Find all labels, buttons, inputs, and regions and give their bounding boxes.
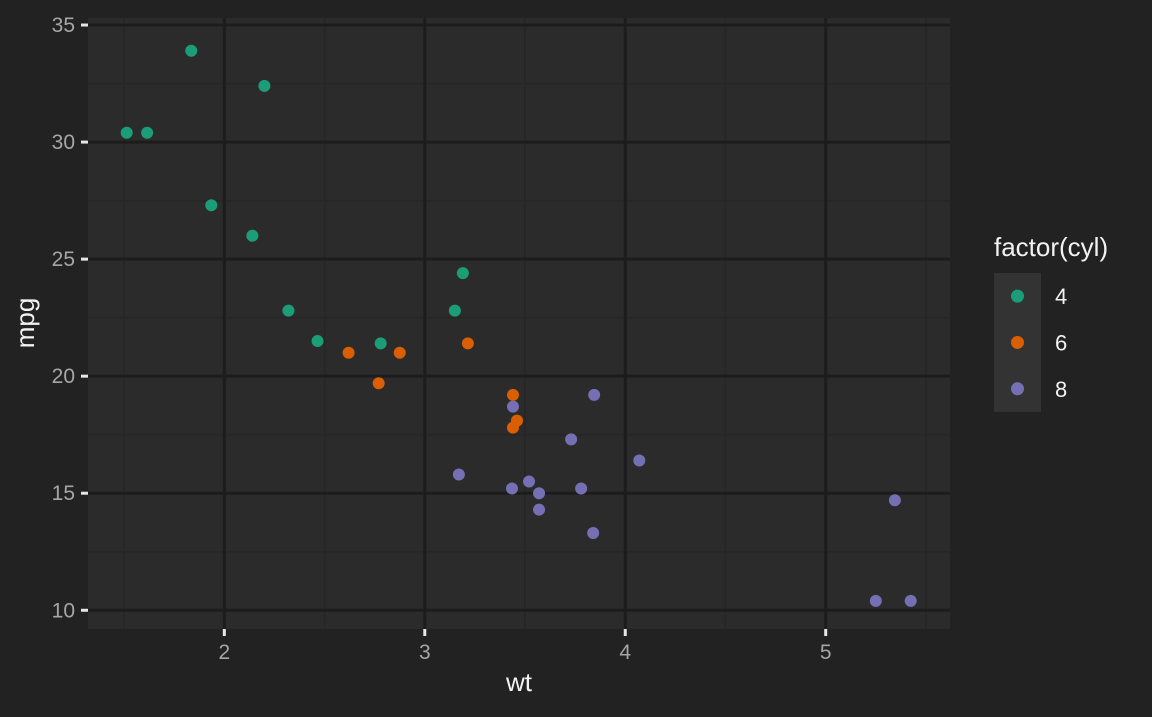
data-point-cyl-4 [141,126,154,139]
y-tick-label: 30 [52,131,75,154]
plot-panel [88,18,950,629]
y-tick-label: 20 [52,365,75,388]
data-point-cyl-4 [374,337,387,350]
data-point-cyl-8 [575,482,588,495]
data-point-cyl-6 [342,346,355,359]
x-tick-label: 2 [218,641,230,664]
x-axis-title: wt [505,667,533,697]
data-point-cyl-4 [205,199,218,212]
legend-label: 8 [1055,377,1067,402]
data-point-cyl-6 [506,421,519,434]
data-point-cyl-8 [506,400,519,413]
data-point-cyl-8 [588,388,601,401]
data-point-cyl-8 [533,487,546,500]
legend: factor(cyl) 4 6 8 [994,232,1108,412]
legend-label: 6 [1055,330,1067,355]
x-tick-label: 4 [619,641,631,664]
legend-key-cyl-8 [1011,382,1024,396]
data-point-cyl-6 [506,388,519,401]
y-axis: 10 15 20 25 30 35 [52,14,88,622]
data-point-cyl-4 [246,229,259,242]
data-point-cyl-4 [311,335,324,348]
data-point-cyl-4 [456,267,469,280]
y-tick-label: 35 [52,14,75,37]
data-point-cyl-4 [185,44,198,57]
data-point-cyl-8 [587,527,600,540]
legend-label: 4 [1055,284,1067,309]
major-gridlines [88,18,950,629]
legend-key-cyl-4 [1011,289,1024,303]
data-point-cyl-8 [633,454,646,467]
y-tick-label: 25 [52,248,75,271]
data-point-cyl-8 [505,482,518,495]
data-point-cyl-8 [565,433,578,446]
y-tick-label: 15 [52,482,75,505]
data-point-cyl-6 [461,337,474,350]
legend-key-cyl-6 [1011,335,1024,349]
legend-entries: 4 6 8 [994,273,1067,412]
data-point-cyl-8 [904,594,917,607]
y-tick-label: 10 [52,599,75,622]
y-axis-title: mpg [10,298,40,349]
data-point-cyl-8 [523,475,536,488]
legend-title: factor(cyl) [994,232,1108,262]
data-point-cyl-4 [448,304,461,317]
x-tick-label: 3 [419,641,431,664]
data-point-cyl-6 [393,346,406,359]
data-point-cyl-8 [452,468,465,481]
data-point-cyl-8 [888,494,901,507]
data-point-cyl-4 [120,126,133,139]
x-tick-label: 5 [820,641,832,664]
minor-gridlines [88,18,950,629]
data-point-cyl-4 [258,79,271,92]
data-point-cyl-4 [282,304,295,317]
data-points [120,44,917,607]
data-point-cyl-8 [533,503,546,516]
data-point-cyl-6 [372,377,385,390]
data-point-cyl-8 [869,594,882,607]
x-axis: 2 3 4 5 [218,629,832,664]
